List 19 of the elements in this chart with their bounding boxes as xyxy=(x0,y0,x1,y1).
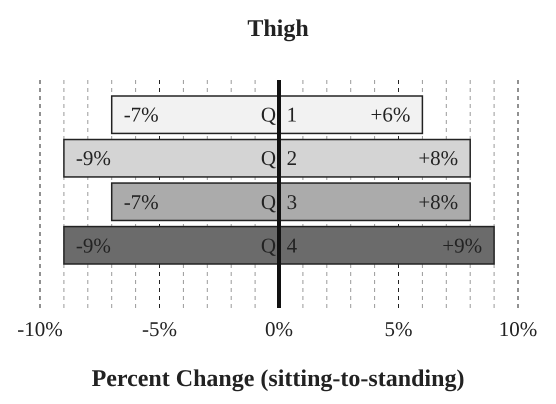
y-tick-label: Q 1 xyxy=(260,102,298,127)
y-tick-label: Q 2 xyxy=(260,146,298,170)
data-label: -7% xyxy=(124,190,159,214)
x-axis-title: Percent Change (sitting-to-standing) xyxy=(92,366,464,392)
data-label: -9% xyxy=(76,146,111,170)
x-tick-label: 0% xyxy=(265,317,293,341)
x-tick-label: 10% xyxy=(498,317,538,341)
data-label: +8% xyxy=(418,146,458,170)
y-tick-label: Q 4 xyxy=(260,233,298,258)
chart-title: Thigh xyxy=(247,16,309,42)
x-tick-label: 5% xyxy=(384,317,412,341)
data-label: -9% xyxy=(76,233,111,258)
data-label: +8% xyxy=(418,190,458,214)
data-label: +6% xyxy=(370,102,410,127)
y-tick-label: Q 3 xyxy=(260,190,298,214)
data-label: -7% xyxy=(124,102,159,127)
data-label: +9% xyxy=(442,233,482,258)
x-tick-label: -5% xyxy=(142,317,177,341)
x-tick-label: -10% xyxy=(17,317,63,341)
